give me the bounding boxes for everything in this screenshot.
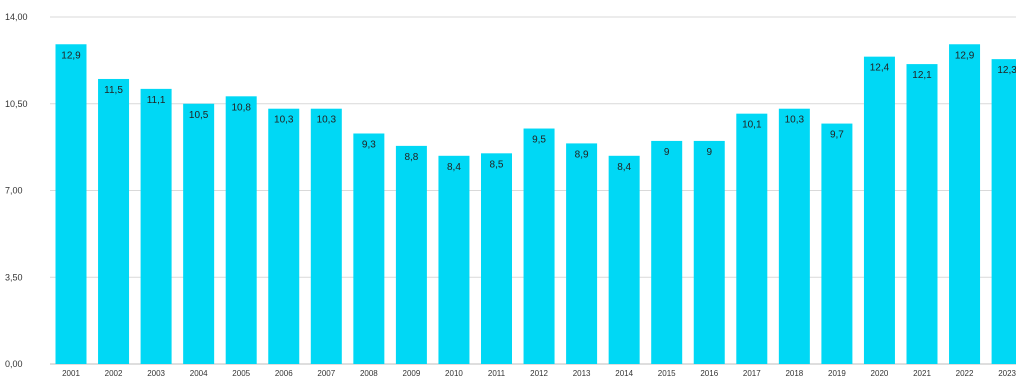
x-tick-label: 2011 [488,369,506,378]
bar [98,78,130,364]
bar [55,44,87,365]
bar [353,133,385,364]
bar [608,155,640,364]
y-tick-label: 0,00 [5,359,23,369]
bar [183,103,215,364]
x-tick-label: 2015 [658,369,676,378]
data-label: 8,8 [404,152,418,163]
bar [863,56,895,365]
bars [55,44,1016,365]
x-tick-label: 2006 [275,369,293,378]
bar [991,59,1016,365]
data-label: 9 [706,147,712,158]
y-tick-label: 10,50 [5,99,28,109]
bar [778,108,810,364]
y-tick-label: 7,00 [5,186,23,196]
data-label: 12,9 [61,50,81,61]
bar [225,96,257,365]
data-label: 12,1 [912,70,932,81]
data-label: 12,4 [870,63,890,74]
x-tick-label: 2018 [785,369,803,378]
x-tick-label: 2010 [445,369,463,378]
y-tick-label: 14,00 [5,12,28,22]
bar [268,108,300,364]
bar [693,140,725,364]
y-axis: 0,00 3,50 7,00 10,50 14,00 [5,12,28,369]
x-tick-label: 2012 [530,369,548,378]
x-tick-label: 2014 [615,369,633,378]
x-tick-label: 2007 [317,369,335,378]
x-tick-label: 2004 [190,369,208,378]
data-label: 8,4 [447,162,461,173]
x-tick-label: 2020 [871,369,889,378]
x-tick-label: 2008 [360,369,378,378]
data-label: 8,9 [575,149,589,160]
x-tick-label: 2005 [232,369,250,378]
data-label: 10,5 [189,110,209,121]
bar [310,108,342,364]
x-tick-label: 2001 [62,369,80,378]
data-label: 9 [664,147,670,158]
data-label: 11,5 [104,85,123,96]
bar [481,153,512,364]
data-label: 9,5 [532,135,546,146]
data-label: 10,3 [274,115,294,126]
bar [140,88,172,364]
data-label: 11,1 [147,95,166,106]
bar [821,123,853,364]
bar [651,140,683,364]
x-tick-label: 2009 [403,369,421,378]
data-label: 9,3 [362,139,376,150]
data-label: 9,7 [830,130,844,141]
bar [523,128,555,364]
bar [949,44,981,365]
x-tick-label: 2021 [913,369,931,378]
x-tick-label: 2003 [147,369,165,378]
data-label: 10,1 [742,120,762,131]
x-tick-label: 2002 [105,369,123,378]
bar [395,145,427,364]
x-tick-label: 2019 [828,369,846,378]
bar [438,155,470,364]
x-tick-label: 2013 [573,369,591,378]
data-label: 10,3 [317,115,337,126]
bar [736,113,768,365]
data-label: 8,4 [617,162,631,173]
bar [906,64,938,364]
data-label: 10,3 [785,115,805,126]
bar [566,143,598,364]
y-tick-label: 3,50 [5,272,23,282]
data-label: 12,9 [955,50,975,61]
x-tick-label: 2023 [998,369,1016,378]
x-tick-label: 2017 [743,369,761,378]
data-labels: 12,9 11,5 11,1 10,5 10,8 10,3 10,3 9,3 8,8 8,4 8,5… [61,50,1016,173]
data-label: 10,8 [231,102,251,113]
data-label: 8,5 [490,159,504,170]
x-axis: 2001 2002 2003 2004 2005 2006 2007 2008 2009 2010… [62,369,1016,378]
x-tick-label: 2016 [700,369,718,378]
data-label: 12,3 [997,65,1016,76]
x-tick-label: 2022 [956,369,974,378]
